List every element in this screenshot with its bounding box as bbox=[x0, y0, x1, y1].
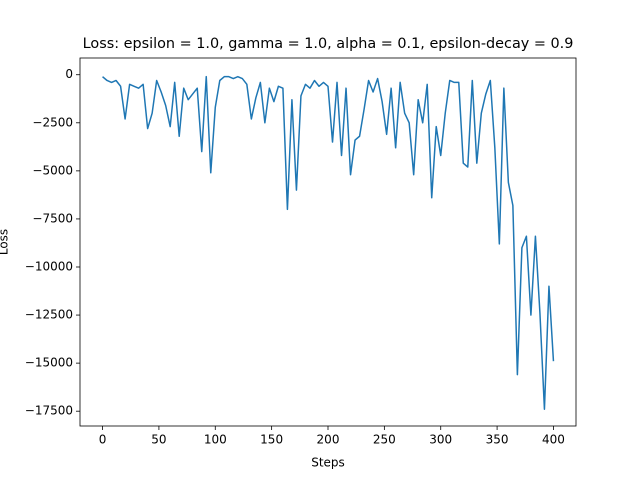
y-tick-label: −7500 bbox=[32, 211, 73, 225]
loss-line bbox=[102, 75, 555, 411]
plot-frame bbox=[79, 57, 577, 427]
x-tick-label: 150 bbox=[260, 433, 283, 447]
x-tick-label: 50 bbox=[151, 433, 166, 447]
x-tick-label: 400 bbox=[542, 433, 565, 447]
chart-title: Loss: epsilon = 1.0, gamma = 1.0, alpha … bbox=[83, 36, 574, 52]
y-tick-label: −10000 bbox=[25, 259, 73, 273]
y-tick-label: −15000 bbox=[25, 356, 73, 370]
y-tick-label: −2500 bbox=[32, 115, 73, 129]
x-tick-label: 0 bbox=[99, 433, 107, 447]
x-tick-label: 300 bbox=[429, 433, 452, 447]
y-tick-label: −12500 bbox=[25, 308, 73, 322]
x-tick-label: 100 bbox=[204, 433, 227, 447]
x-tick-label: 200 bbox=[317, 433, 340, 447]
x-axis-label: Steps bbox=[311, 456, 345, 470]
y-tick-label: −5000 bbox=[32, 163, 73, 177]
x-tick-label: 250 bbox=[373, 433, 396, 447]
y-tick-label: −17500 bbox=[25, 404, 73, 418]
y-tick-label: 0 bbox=[65, 67, 73, 81]
y-axis-label: Loss bbox=[0, 229, 11, 255]
x-tick-label: 350 bbox=[486, 433, 509, 447]
